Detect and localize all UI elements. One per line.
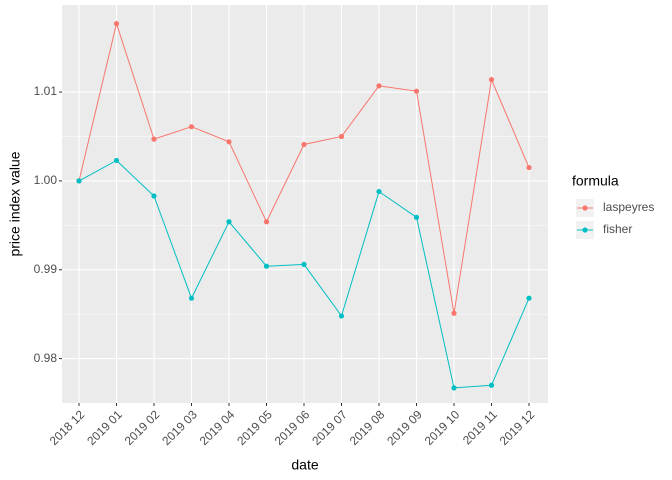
point xyxy=(151,193,157,199)
x-tick-label: 2019 03 xyxy=(159,407,200,448)
legend-point xyxy=(582,227,588,233)
point xyxy=(413,214,420,220)
y-tick-label: 1.00 xyxy=(34,173,58,187)
point xyxy=(488,77,495,83)
point xyxy=(76,178,82,184)
y-tick-label: 0.98 xyxy=(34,351,58,365)
point xyxy=(526,164,532,171)
x-tick-label: 2019 05 xyxy=(234,407,275,448)
point xyxy=(113,157,120,164)
point xyxy=(338,313,345,319)
x-tick-label: 2019 02 xyxy=(122,407,163,448)
y-tick-label: 1.01 xyxy=(34,84,58,98)
point xyxy=(413,88,420,94)
point xyxy=(226,219,232,225)
y-axis-label: price index value xyxy=(7,151,23,256)
point xyxy=(301,141,307,148)
y-tick-label: 0.99 xyxy=(34,262,58,276)
x-axis-label: date xyxy=(291,457,318,473)
x-tick-label: 2019 12 xyxy=(497,407,538,448)
point xyxy=(151,136,157,142)
legend-title: formula xyxy=(572,173,619,189)
point xyxy=(451,385,457,391)
legend-label: fisher xyxy=(603,222,632,236)
point xyxy=(526,295,532,301)
point xyxy=(263,219,270,225)
point xyxy=(376,188,382,195)
point xyxy=(113,21,120,27)
x-tick-label: 2019 09 xyxy=(384,407,425,448)
point xyxy=(376,83,382,89)
point xyxy=(188,124,195,130)
panel xyxy=(62,5,548,403)
x-tick-label: 2019 06 xyxy=(272,407,313,448)
legend-label: laspeyres xyxy=(603,200,654,214)
legend-point xyxy=(582,205,588,211)
x-tick-label: 2019 11 xyxy=(460,407,500,447)
point xyxy=(226,139,232,145)
x-tick-label: 2018 12 xyxy=(47,407,88,448)
point xyxy=(451,310,457,316)
x-tick-label: 2019 07 xyxy=(309,407,350,448)
point xyxy=(301,261,307,268)
point xyxy=(263,263,270,269)
x-tick-label: 2019 08 xyxy=(347,407,388,448)
x-tick-label: 2019 10 xyxy=(422,407,463,448)
point xyxy=(488,382,495,388)
x-tick-label: 2019 01 xyxy=(84,407,125,448)
point xyxy=(338,133,345,140)
point xyxy=(188,295,195,301)
x-tick-label: 2019 04 xyxy=(197,407,238,448)
